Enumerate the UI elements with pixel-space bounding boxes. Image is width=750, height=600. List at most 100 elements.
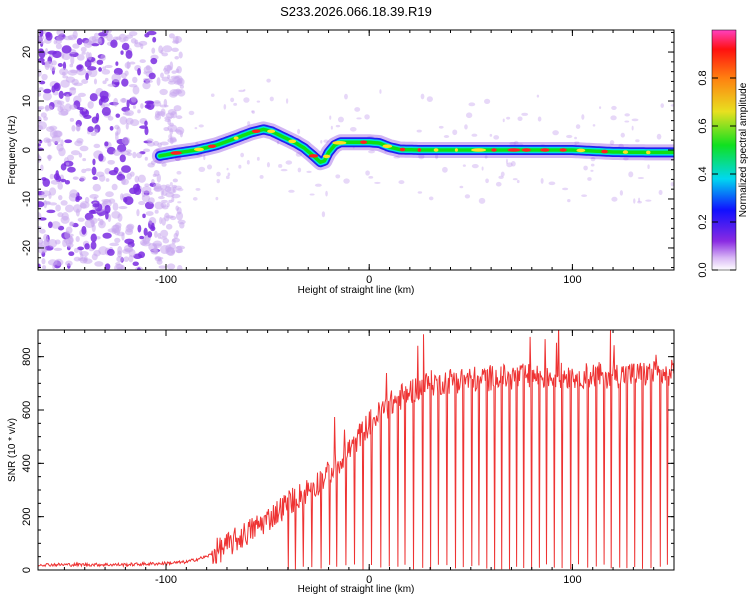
noise-speck	[97, 217, 101, 222]
noise-speck	[343, 178, 350, 184]
noise-speck	[288, 189, 295, 193]
ridge-peak	[382, 144, 393, 149]
y-tick-label: 200	[21, 507, 33, 525]
noise-speck	[72, 43, 80, 49]
noise-speck	[62, 61, 67, 70]
noise-speck	[246, 159, 250, 165]
noise-speck	[635, 139, 640, 143]
noise-speck	[132, 105, 137, 109]
noise-speck	[90, 233, 97, 243]
noise-speck	[194, 127, 198, 130]
noise-speck	[132, 183, 141, 191]
noise-speck	[156, 173, 161, 183]
noise-speck	[159, 141, 169, 146]
noise-speck	[120, 264, 126, 270]
noise-speck	[70, 55, 75, 65]
ridge-peak	[646, 150, 651, 155]
noise-speck	[78, 152, 83, 158]
noise-speck	[132, 261, 139, 267]
noise-speck	[38, 69, 42, 77]
spectrogram-ylabel: Frequency (Hz)	[7, 116, 18, 185]
noise-speck	[98, 98, 103, 106]
noise-speck	[83, 39, 93, 49]
noise-speck	[166, 64, 171, 74]
noise-speck	[91, 43, 100, 47]
noise-speck	[120, 98, 128, 103]
noise-speck	[266, 78, 271, 83]
noise-speck	[101, 199, 112, 203]
x-tick-label: -100	[155, 274, 177, 286]
colorbar-label: Normalized spectral amplitude	[738, 82, 749, 217]
ridge-peak	[308, 154, 319, 158]
noise-speck	[132, 85, 140, 95]
noise-speck	[111, 73, 122, 83]
noise-speck	[105, 178, 110, 182]
noise-speck	[176, 265, 183, 270]
noise-speck	[38, 244, 47, 254]
noise-speck	[354, 107, 361, 112]
noise-speck	[144, 33, 150, 38]
noise-speck	[500, 171, 505, 177]
noise-speck	[624, 120, 630, 123]
noise-speck	[309, 193, 315, 196]
x-tick-label: 0	[366, 574, 372, 586]
noise-speck	[216, 179, 220, 184]
noise-speck	[96, 59, 104, 65]
noise-speck	[498, 175, 504, 180]
noise-speck	[114, 81, 120, 86]
noise-speck	[144, 183, 150, 187]
noise-speck	[130, 96, 137, 103]
noise-speck	[171, 47, 179, 53]
noise-speck	[484, 98, 491, 104]
noise-speck	[320, 139, 323, 144]
noise-speck	[82, 157, 87, 162]
noise-speck	[129, 61, 136, 65]
noise-speck	[144, 156, 148, 161]
noise-speck	[118, 33, 127, 43]
noise-speck	[141, 194, 150, 203]
noise-speck	[38, 107, 43, 111]
noise-speck	[247, 121, 251, 126]
noise-speck	[52, 99, 62, 108]
noise-speck	[168, 134, 172, 140]
noise-speck	[143, 148, 151, 153]
noise-speck	[238, 164, 242, 169]
noise-speck	[160, 229, 169, 238]
noise-speck	[145, 79, 153, 84]
noise-speck	[188, 110, 195, 116]
noise-speck	[94, 261, 104, 267]
colorbar-ticks: 0.0 0.2 0.4 0.6 0.8	[697, 70, 736, 278]
noise-speck	[152, 36, 157, 43]
noise-speck	[471, 133, 478, 137]
ridge-peak	[194, 147, 204, 152]
y-tick-label: 20	[21, 46, 33, 58]
noise-speck	[162, 238, 170, 244]
ridge-peak	[267, 129, 276, 134]
noise-speck	[64, 139, 73, 144]
snr-ylabel: SNR (10 * v/v)	[7, 418, 18, 482]
noise-speck	[170, 75, 180, 79]
noise-speck	[154, 201, 164, 210]
noise-speck	[172, 89, 183, 95]
noise-speck	[38, 116, 42, 124]
noise-speck	[144, 104, 151, 109]
noise-speck	[38, 237, 44, 246]
noise-speck	[85, 72, 89, 81]
noise-speck	[81, 79, 89, 84]
noise-speck	[238, 89, 245, 93]
noise-speck	[206, 164, 213, 170]
ridge-peak	[576, 148, 586, 153]
spectral-ridge	[151, 121, 674, 171]
noise-speck	[379, 89, 382, 94]
noise-speck	[179, 84, 185, 89]
ridge-peak	[540, 148, 550, 152]
noise-speck	[552, 130, 559, 136]
noise-speck	[438, 125, 444, 129]
noise-speck	[150, 160, 156, 166]
noise-speck	[175, 230, 180, 237]
noise-speck	[111, 183, 118, 191]
noise-speck	[69, 189, 78, 198]
noise-speck	[484, 155, 488, 159]
noise-speck	[142, 213, 146, 219]
noise-speck	[64, 204, 74, 213]
